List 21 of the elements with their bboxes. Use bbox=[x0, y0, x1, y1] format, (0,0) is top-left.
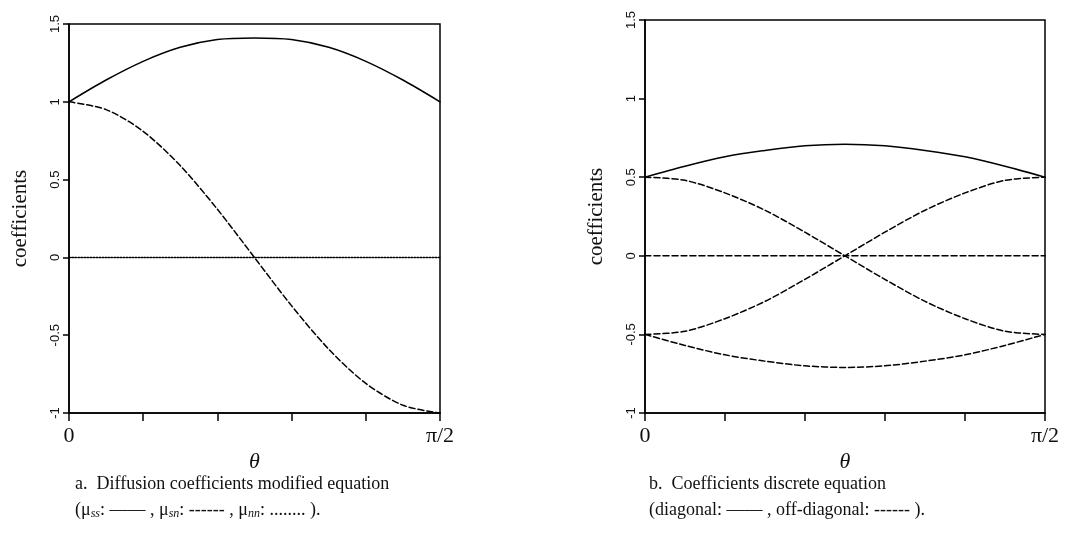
y-tick-label: 0.5 bbox=[47, 170, 62, 189]
y-tick-label: 0 bbox=[623, 252, 638, 260]
y-tick-label: -1 bbox=[623, 407, 638, 419]
x-axis-title: θ bbox=[249, 448, 261, 474]
y-tick-label: 1 bbox=[623, 94, 638, 103]
y-axis-title: coefficients bbox=[6, 169, 31, 268]
y-axis-title: coefficients bbox=[582, 167, 607, 266]
y-tick-label: 0.5 bbox=[623, 168, 638, 187]
y-tick-label: -0.5 bbox=[47, 324, 62, 347]
y-tick-label: 0 bbox=[47, 253, 62, 262]
y-tick-label: 1.5 bbox=[623, 10, 638, 30]
text: a. Diffusion coefficients modified equation bbox=[75, 473, 390, 493]
y-tick-label: -0.5 bbox=[623, 323, 638, 346]
y-tick-label: -1 bbox=[47, 407, 62, 419]
x-tick-label: π/2 bbox=[1030, 421, 1060, 447]
text: b. Coefficients discrete equation bbox=[649, 473, 887, 493]
y-tick-label: 1 bbox=[47, 98, 62, 106]
x-axis-title: θ bbox=[839, 448, 851, 474]
text: (diagonal: —— , off-diagonal: ------ ). bbox=[649, 499, 926, 520]
y-tick-label: 1.5 bbox=[47, 14, 62, 34]
x-tick-label: π/2 bbox=[425, 421, 455, 447]
